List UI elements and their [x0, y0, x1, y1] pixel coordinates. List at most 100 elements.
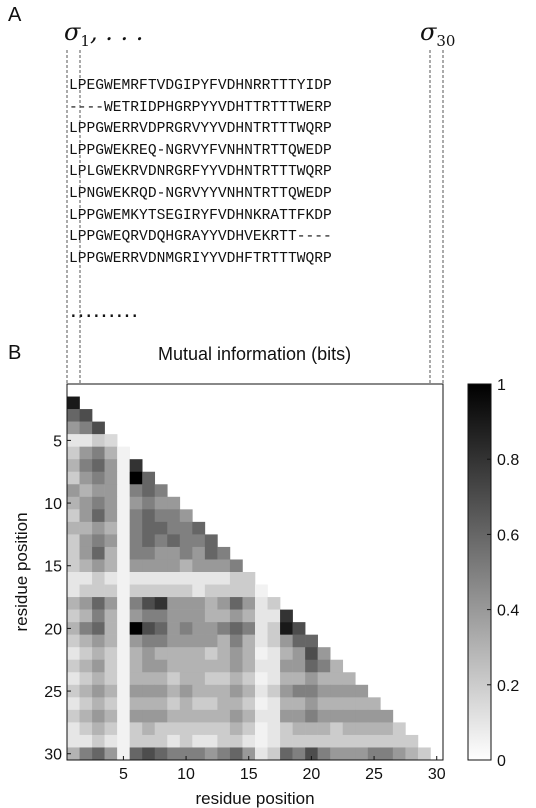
- heatmap-cell: [179, 597, 193, 610]
- heatmap-cell: [280, 622, 293, 635]
- heatmap-cell: [129, 484, 143, 498]
- heatmap-cell: [255, 722, 268, 736]
- heatmap-cell: [142, 747, 156, 761]
- heatmap-cell: [217, 659, 231, 673]
- sequence-row: LPPGWERRVDPRGRVYYVDHNTRTTTWQRP: [69, 121, 332, 138]
- heatmap-cell: [167, 509, 181, 523]
- heatmap-cell: [204, 672, 218, 686]
- heatmap-cell: [179, 672, 193, 686]
- heatmap-cell: [292, 747, 306, 761]
- heatmap-cell: [117, 622, 130, 635]
- heatmap-cell: [192, 559, 206, 573]
- heatmap-cell: [129, 672, 143, 686]
- heatmap-cell: [142, 697, 156, 711]
- heatmap-cell: [242, 734, 256, 748]
- heatmap-cell: [280, 684, 293, 698]
- heatmap-cell: [217, 734, 231, 748]
- heatmap-cell: [255, 747, 268, 761]
- heatmap-cell: [342, 697, 356, 711]
- heatmap-cell: [79, 496, 93, 510]
- heatmap-cell: [104, 446, 118, 460]
- heatmap-cell: [92, 722, 105, 736]
- heatmap-cell: [280, 747, 293, 761]
- heatmap-cell: [217, 647, 231, 661]
- heatmap-cell: [292, 647, 306, 661]
- heatmap-cell: [204, 559, 218, 573]
- heatmap-cell: [242, 672, 256, 686]
- heatmap-cell: [267, 747, 281, 761]
- heatmap-cell: [79, 471, 93, 485]
- heatmap-cell: [342, 747, 356, 761]
- heatmap-cell: [179, 697, 193, 711]
- heatmap-cell: [267, 609, 281, 623]
- heatmap-cell: [79, 559, 93, 573]
- heatmap-cell: [217, 546, 231, 560]
- heatmap-cell: [229, 572, 243, 585]
- heatmap-cell: [179, 659, 193, 673]
- heatmap-cell: [255, 734, 268, 748]
- heatmap-cell: [405, 734, 419, 748]
- heatmap-cell: [104, 572, 118, 585]
- heatmap-cell: [79, 634, 93, 648]
- sigma-first-symbol: σ: [64, 18, 81, 46]
- heatmap-cell: [292, 697, 306, 711]
- heatmap-cell: [292, 672, 306, 686]
- heatmap-cell: [317, 722, 331, 736]
- heatmap-cell: [355, 697, 369, 711]
- heatmap-cell: [129, 722, 143, 736]
- sigma-last-label: σ30: [420, 18, 455, 50]
- heatmap-cell: [92, 672, 105, 686]
- heatmap-cell: [67, 559, 80, 573]
- heatmap-cell: [142, 634, 156, 648]
- heatmap-cell: [242, 647, 256, 661]
- heatmap-cell: [255, 697, 268, 711]
- heatmap-cell: [317, 684, 331, 698]
- heatmap-cell: [292, 709, 306, 723]
- heatmap-cell: [204, 609, 218, 623]
- y-tick-label: 25: [44, 684, 62, 701]
- heatmap-cell: [154, 496, 168, 510]
- colorbar: [467, 383, 492, 761]
- heatmap-cell: [154, 697, 168, 711]
- heatmap-cell: [179, 609, 193, 623]
- heatmap-cell: [142, 647, 156, 661]
- heatmap-cell: [267, 634, 281, 648]
- heatmap-cell: [142, 484, 156, 498]
- heatmap-cell: [204, 597, 218, 610]
- heatmap-cell: [217, 634, 231, 648]
- heatmap-cell: [192, 572, 206, 585]
- heatmap-cell: [267, 622, 281, 635]
- heatmap-cell: [330, 672, 344, 686]
- heatmap-cell: [305, 659, 318, 673]
- heatmap-cell: [79, 409, 93, 422]
- heatmap-cell: [179, 559, 193, 573]
- heatmap-cell: [67, 521, 80, 535]
- heatmap-cell: [79, 684, 93, 698]
- heatmap-cell: [129, 471, 143, 485]
- heatmap-cell: [142, 609, 156, 623]
- heatmap-cell: [192, 747, 206, 761]
- heatmap-cell: [342, 684, 356, 698]
- heatmap-cell: [267, 697, 281, 711]
- heatmap-cell: [167, 609, 181, 623]
- heatmap-cell: [167, 684, 181, 698]
- heatmap-cell: [179, 709, 193, 723]
- heatmap-cell: [192, 709, 206, 723]
- x-axis-label: residue position: [195, 789, 314, 808]
- heatmap-cell: [355, 709, 369, 723]
- heatmap-cell: [255, 659, 268, 673]
- heatmap-cell: [154, 659, 168, 673]
- heatmap-cell: [117, 446, 130, 460]
- heatmap-cell: [292, 659, 306, 673]
- heatmap-cell: [129, 546, 143, 560]
- heatmap-cell: [204, 684, 218, 698]
- heatmap-cell: [330, 684, 344, 698]
- heatmap-cell: [204, 572, 218, 585]
- heatmap-cell: [79, 709, 93, 723]
- heatmap-cell: [179, 722, 193, 736]
- heatmap-cell: [167, 534, 181, 548]
- heatmap-cell: [104, 672, 118, 686]
- heatmap-cell: [117, 634, 130, 648]
- heatmap-cell: [167, 521, 181, 535]
- heatmap-cell: [267, 709, 281, 723]
